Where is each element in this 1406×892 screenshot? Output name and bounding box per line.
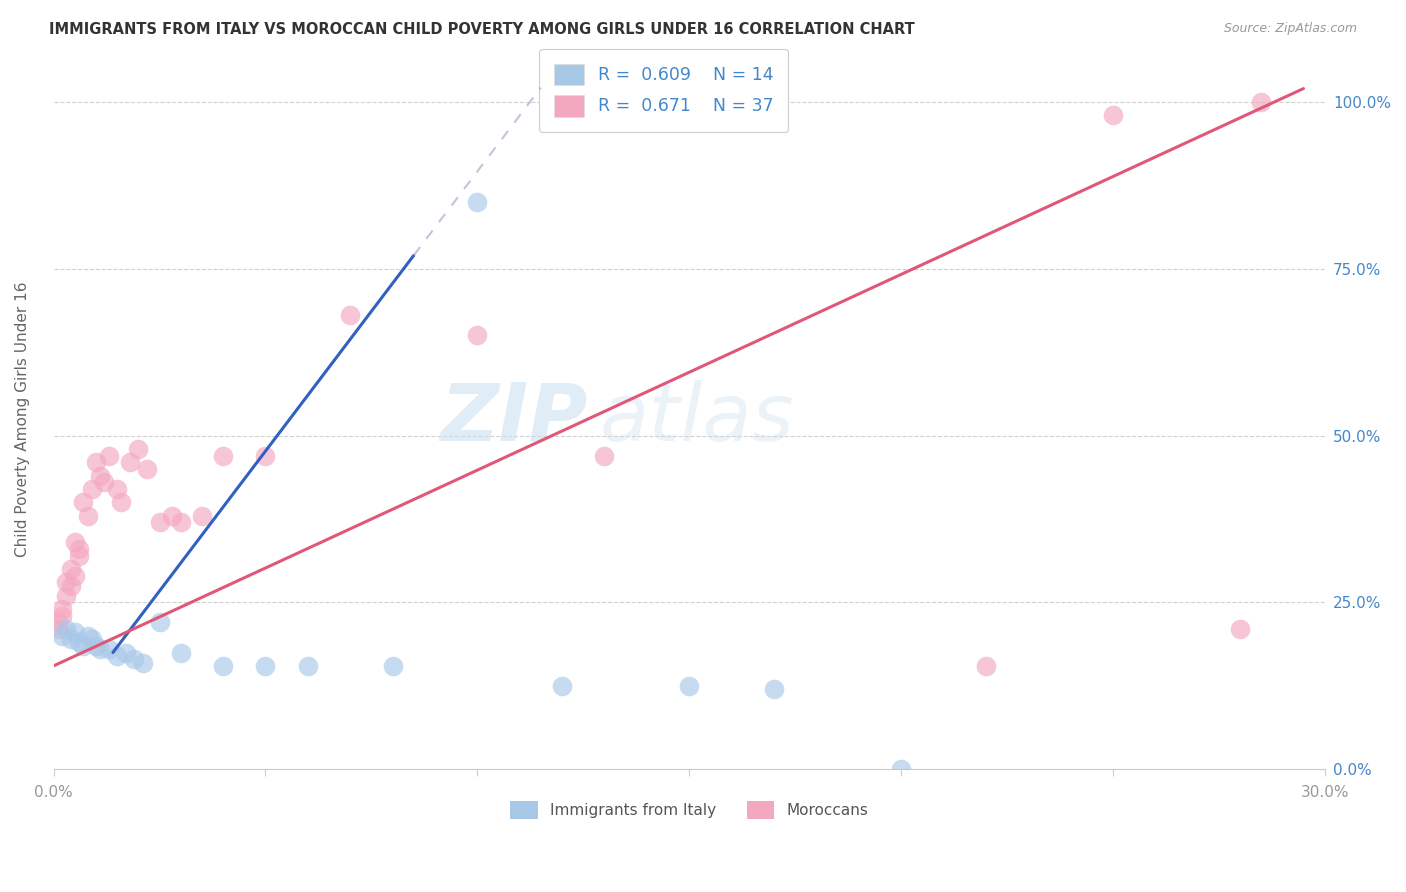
- Point: [1250, 95, 1272, 109]
- Point: [76, 508, 98, 523]
- Point: [63, 568, 86, 582]
- Point: [51, 602, 73, 616]
- Point: [148, 615, 170, 630]
- Point: [974, 658, 997, 673]
- Point: [135, 462, 157, 476]
- Point: [1229, 622, 1251, 636]
- Point: [1101, 108, 1123, 122]
- Point: [148, 516, 170, 530]
- Point: [72, 639, 94, 653]
- Point: [59, 562, 82, 576]
- Legend: Immigrants from Italy, Moroccans: Immigrants from Italy, Moroccans: [503, 795, 875, 825]
- Point: [114, 646, 136, 660]
- Point: [63, 625, 86, 640]
- Point: [551, 679, 574, 693]
- Point: [212, 658, 235, 673]
- Point: [89, 468, 111, 483]
- Point: [191, 508, 214, 523]
- Point: [593, 449, 616, 463]
- Point: [84, 639, 107, 653]
- Point: [46, 622, 69, 636]
- Point: [67, 542, 90, 557]
- Point: [55, 622, 77, 636]
- Point: [76, 629, 98, 643]
- Point: [381, 658, 404, 673]
- Point: [105, 482, 128, 496]
- Point: [67, 635, 90, 649]
- Point: [80, 632, 103, 647]
- Y-axis label: Child Poverty Among Girls Under 16: Child Poverty Among Girls Under 16: [15, 281, 30, 557]
- Point: [339, 309, 361, 323]
- Point: [254, 658, 277, 673]
- Point: [118, 455, 141, 469]
- Point: [59, 579, 82, 593]
- Point: [170, 646, 193, 660]
- Point: [59, 632, 82, 647]
- Point: [67, 549, 90, 563]
- Text: Source: ZipAtlas.com: Source: ZipAtlas.com: [1223, 22, 1357, 36]
- Text: ZIP: ZIP: [440, 380, 588, 458]
- Point: [46, 615, 69, 630]
- Point: [122, 652, 145, 666]
- Point: [110, 495, 132, 509]
- Point: [127, 442, 149, 456]
- Point: [97, 642, 120, 657]
- Point: [131, 656, 153, 670]
- Point: [297, 658, 319, 673]
- Point: [162, 508, 184, 523]
- Point: [55, 589, 77, 603]
- Point: [105, 648, 128, 663]
- Point: [55, 575, 77, 590]
- Point: [84, 455, 107, 469]
- Point: [63, 535, 86, 549]
- Point: [465, 194, 488, 209]
- Text: atlas: atlas: [600, 380, 794, 458]
- Point: [465, 328, 488, 343]
- Point: [89, 642, 111, 657]
- Point: [51, 608, 73, 623]
- Text: IMMIGRANTS FROM ITALY VS MOROCCAN CHILD POVERTY AMONG GIRLS UNDER 16 CORRELATION: IMMIGRANTS FROM ITALY VS MOROCCAN CHILD …: [49, 22, 915, 37]
- Point: [80, 482, 103, 496]
- Point: [762, 682, 785, 697]
- Point: [254, 449, 277, 463]
- Point: [72, 495, 94, 509]
- Point: [93, 475, 115, 490]
- Point: [51, 629, 73, 643]
- Point: [97, 449, 120, 463]
- Point: [212, 449, 235, 463]
- Point: [678, 679, 700, 693]
- Point: [170, 516, 193, 530]
- Point: [890, 762, 912, 776]
